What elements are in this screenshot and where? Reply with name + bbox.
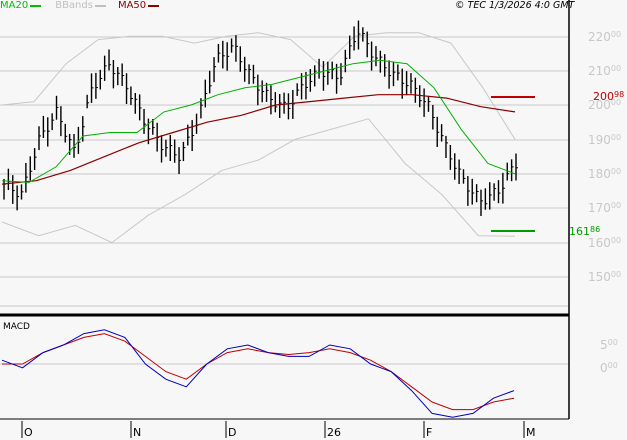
macd-axis-0: 000 (600, 361, 618, 375)
x-label-dec: D (228, 426, 237, 439)
macd-panel (0, 315, 570, 420)
x-label-feb: F (426, 426, 433, 439)
macd-line (1, 329, 515, 418)
bband-lower (1, 118, 516, 244)
price-axis-label: 20000 (588, 98, 622, 112)
bb-lower-value-badge: 16186 (569, 225, 601, 238)
x-label-oct: O (24, 426, 33, 439)
price-panel (0, 0, 570, 317)
bbands-swatch-icon (94, 5, 106, 7)
ma20-line (1, 59, 516, 183)
bband-upper (1, 32, 516, 140)
chart-legend: MA20 BBands MA50 (0, 0, 160, 12)
ma50-line (1, 94, 516, 185)
x-axis-ticks (21, 421, 525, 438)
ma50-value-badge: 20098 (593, 90, 625, 103)
legend-ma50: MA50 (118, 0, 160, 12)
price-axis-label: 21000 (588, 64, 622, 78)
macd-signal-line (2, 333, 515, 411)
price-axis-label: 17000 (588, 201, 622, 215)
price-axis-label: 15000 (588, 270, 622, 284)
macd-axis-500: 500 (600, 338, 618, 352)
copyright-timestamp: © TEC 1/3/2026 4:0 GMT (455, 0, 575, 11)
legend-bbands: BBands (55, 0, 106, 12)
ma20-swatch-icon (30, 5, 42, 7)
x-label-nov: N (133, 426, 142, 439)
x-label-2026: 26 (327, 426, 341, 439)
price-axis-label: 19000 (588, 133, 622, 147)
macd-title: MACD (3, 322, 30, 332)
ma50-swatch-icon (148, 5, 160, 7)
price-axis-label: 16000 (588, 236, 622, 250)
legend-ma20: MA20 (0, 0, 42, 12)
x-label-mar: M (526, 426, 536, 439)
price-axis-label: 18000 (588, 167, 622, 181)
price-axis-label: 22000 (588, 30, 622, 44)
